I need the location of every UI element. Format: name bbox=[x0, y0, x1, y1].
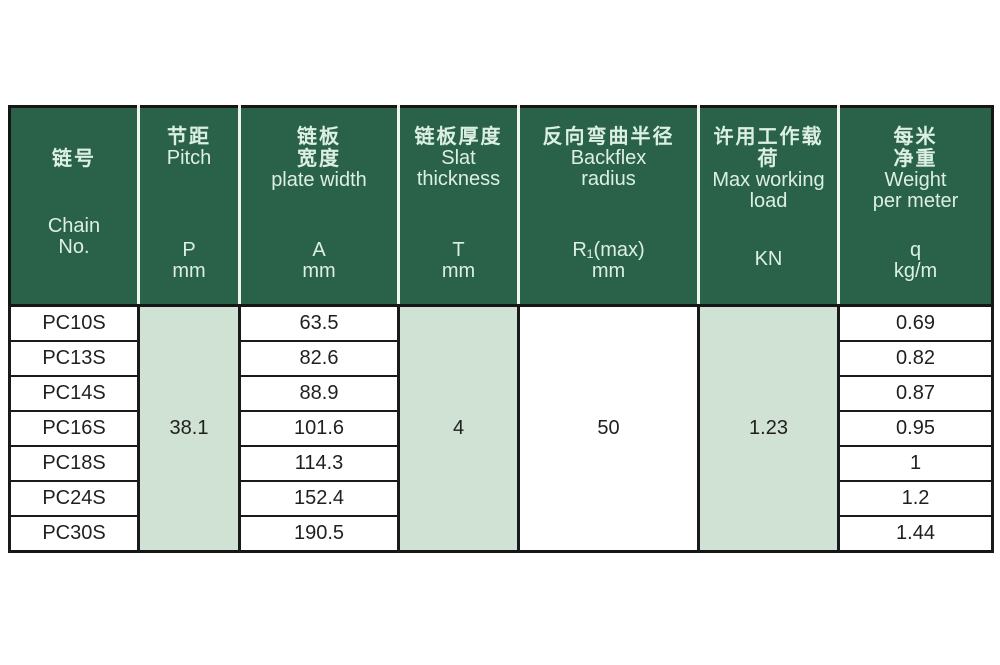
table-row: PC24S 152.4 1.2 bbox=[8, 480, 994, 517]
header-chain-en1: Chain bbox=[47, 215, 101, 237]
header-chain-zh: 链号 bbox=[52, 148, 96, 170]
header-weight-en1: Weight bbox=[884, 169, 947, 191]
header-plate-symbol: A bbox=[312, 239, 326, 261]
cell-plate-width: 152.4 bbox=[238, 480, 400, 517]
table-row: PC13S 82.6 0.82 bbox=[8, 340, 994, 377]
header-cell-pitch: 节距 Pitch P mm bbox=[137, 106, 240, 307]
header-weight-unit: kg/m bbox=[893, 260, 938, 282]
cell-chain-no: PC30S bbox=[8, 515, 140, 553]
cell-weight: 0.69 bbox=[837, 304, 994, 342]
chain-spec-table: 链号 Chain No. 节距 Pitch bbox=[8, 105, 994, 553]
table-row: PC30S 190.5 1.44 bbox=[8, 515, 994, 553]
header-plate-zh1: 链板 bbox=[297, 126, 341, 148]
cell-weight: 0.82 bbox=[837, 340, 994, 377]
cell-backflex-radius-merged: 50 bbox=[517, 304, 700, 553]
header-slat-en1: Slat bbox=[441, 147, 476, 169]
header-slat-unit: mm bbox=[441, 260, 476, 282]
cell-plate-width: 88.9 bbox=[238, 375, 400, 412]
cell-plate-width: 82.6 bbox=[238, 340, 400, 377]
header-weight-en2: per meter bbox=[872, 190, 959, 212]
cell-slat-thickness-merged: 4 bbox=[397, 304, 520, 553]
header-cell-max-working-load: 许用工作载 荷 Max working load KN bbox=[697, 106, 839, 307]
header-weight-symbol: q bbox=[909, 239, 922, 261]
cell-weight: 0.95 bbox=[837, 410, 994, 447]
cell-chain-no: PC10S bbox=[8, 304, 140, 342]
header-load-zh1: 许用工作载 bbox=[713, 126, 824, 148]
header-slat-zh: 链板厚度 bbox=[414, 126, 503, 148]
cell-max-working-load-merged: 1.23 bbox=[697, 304, 840, 553]
cell-weight: 1 bbox=[837, 445, 994, 482]
header-load-zh2: 荷 bbox=[757, 148, 780, 170]
header-weight-zh1: 每米 bbox=[893, 126, 938, 148]
header-load-en1: Max working bbox=[712, 169, 825, 191]
cell-chain-no: PC18S bbox=[8, 445, 140, 482]
table-row: PC10S 38.1 63.5 4 50 1.23 0.69 bbox=[8, 304, 994, 553]
table-row: PC16S 101.6 0.95 bbox=[8, 410, 994, 447]
header-chain-en2: No. bbox=[58, 236, 90, 258]
header-slat-symbol: T bbox=[452, 239, 465, 261]
header-row: 链号 Chain No. 节距 Pitch bbox=[9, 106, 993, 307]
header-plate-en: plate width bbox=[271, 169, 367, 191]
header-slat-en2: thickness bbox=[416, 168, 501, 190]
cell-plate-width: 63.5 bbox=[238, 304, 400, 342]
header-load-en2: load bbox=[749, 190, 788, 212]
header-load-symbol: KN bbox=[754, 248, 783, 270]
header-backflex-unit: mm bbox=[591, 260, 626, 282]
header-cell-chain-no: 链号 Chain No. bbox=[9, 106, 139, 307]
header-backflex-zh: 反向弯曲半径 bbox=[542, 126, 675, 148]
header-pitch-unit: mm bbox=[172, 260, 206, 282]
chain-spec-table-wrap: 链号 Chain No. 节距 Pitch bbox=[8, 105, 994, 553]
header-pitch-en: Pitch bbox=[166, 147, 212, 169]
cell-plate-width: 190.5 bbox=[238, 515, 400, 553]
header-backflex-en1: Backflex bbox=[570, 147, 647, 169]
table-body: PC10S 38.1 63.5 4 50 1.23 0.69 PC13S 82.… bbox=[8, 304, 994, 553]
cell-plate-width: 114.3 bbox=[238, 445, 400, 482]
header-cell-backflex-radius: 反向弯曲半径 Backflex radius R₁(max) mm bbox=[517, 106, 699, 307]
header-backflex-symbol: R₁(max) bbox=[572, 239, 645, 261]
header-cell-slat-thickness: 链板厚度 Slat thickness T mm bbox=[397, 106, 519, 307]
cell-chain-no: PC14S bbox=[8, 375, 140, 412]
table-header: 链号 Chain No. 节距 Pitch bbox=[9, 106, 993, 307]
cell-weight: 1.44 bbox=[837, 515, 994, 553]
cell-weight: 0.87 bbox=[837, 375, 994, 412]
cell-plate-width: 101.6 bbox=[238, 410, 400, 447]
header-cell-plate-width: 链板 宽度 plate width A mm bbox=[238, 106, 399, 307]
cell-chain-no: PC16S bbox=[8, 410, 140, 447]
cell-chain-no: PC13S bbox=[8, 340, 140, 377]
header-pitch-symbol: P bbox=[182, 239, 196, 261]
header-cell-weight-per-meter: 每米 净重 Weight per meter q kg/m bbox=[837, 106, 993, 307]
header-backflex-en2: radius bbox=[581, 168, 636, 190]
table-row: PC18S 114.3 1 bbox=[8, 445, 994, 482]
table-row: PC14S 88.9 0.87 bbox=[8, 375, 994, 412]
cell-weight: 1.2 bbox=[837, 480, 994, 517]
cell-chain-no: PC24S bbox=[8, 480, 140, 517]
header-plate-zh2: 宽度 bbox=[297, 148, 341, 170]
cell-pitch-merged: 38.1 bbox=[137, 304, 241, 553]
header-pitch-zh: 节距 bbox=[167, 126, 211, 148]
header-plate-unit: mm bbox=[302, 260, 336, 282]
header-weight-zh2: 净重 bbox=[893, 148, 938, 170]
